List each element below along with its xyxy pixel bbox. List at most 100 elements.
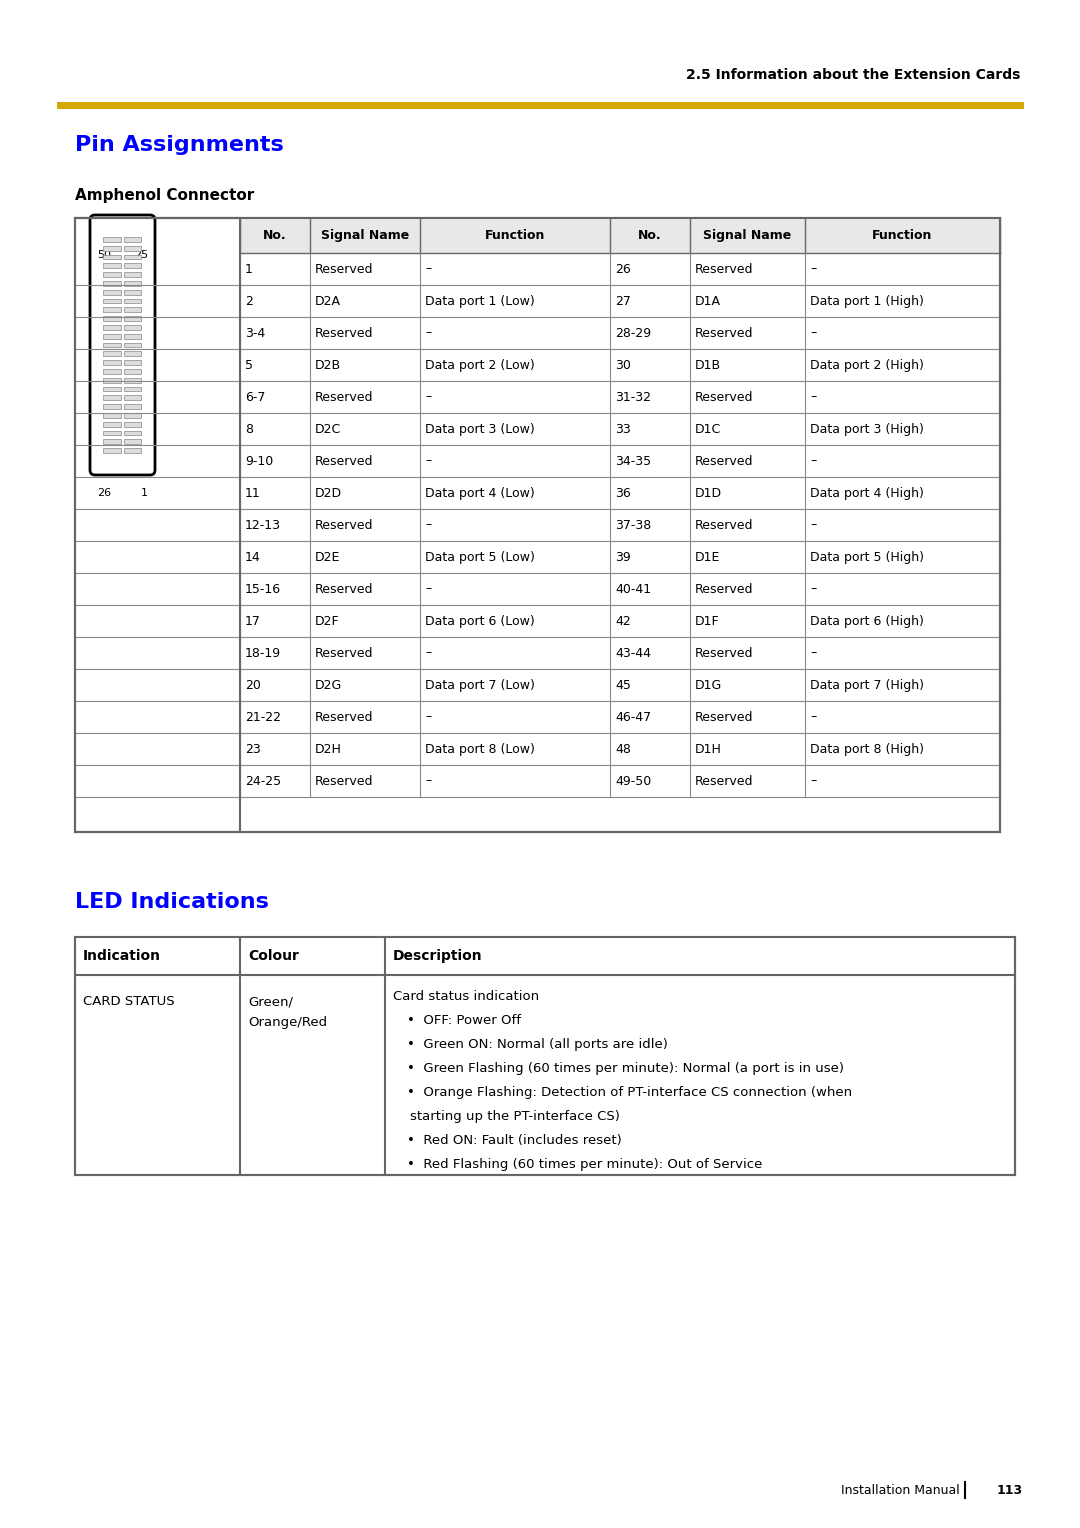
Text: Description: Description — [393, 949, 483, 963]
Bar — [123, 440, 141, 445]
Text: Reserved: Reserved — [696, 518, 754, 532]
Bar — [103, 246, 121, 251]
Bar — [123, 387, 141, 391]
Bar — [103, 377, 121, 382]
Text: 14: 14 — [245, 550, 260, 564]
Text: D2A: D2A — [315, 295, 341, 307]
Text: Reserved: Reserved — [315, 518, 374, 532]
Text: D2B: D2B — [315, 359, 341, 371]
Bar — [103, 368, 121, 374]
Text: LED Indications: LED Indications — [75, 892, 269, 912]
Text: 20: 20 — [245, 678, 261, 692]
Text: 17: 17 — [245, 614, 261, 628]
Text: –: – — [426, 518, 431, 532]
Text: 5: 5 — [245, 359, 253, 371]
Text: D2D: D2D — [315, 486, 342, 500]
Text: 42: 42 — [615, 614, 631, 628]
Text: 36: 36 — [615, 486, 631, 500]
Text: Data port 5 (High): Data port 5 (High) — [810, 550, 924, 564]
Text: –: – — [426, 582, 431, 596]
Text: 43-44: 43-44 — [615, 646, 651, 660]
Text: 48: 48 — [615, 743, 631, 755]
Bar — [103, 413, 121, 417]
Text: Reserved: Reserved — [315, 454, 374, 468]
Text: Reserved: Reserved — [315, 775, 374, 787]
Text: –: – — [810, 454, 816, 468]
Bar — [123, 422, 141, 426]
Text: D1C: D1C — [696, 423, 721, 435]
Text: Signal Name: Signal Name — [703, 229, 792, 241]
Text: –: – — [810, 327, 816, 339]
Text: 23: 23 — [245, 743, 260, 755]
Text: Data port 2 (Low): Data port 2 (Low) — [426, 359, 535, 371]
Text: 11: 11 — [245, 486, 260, 500]
Text: –: – — [810, 518, 816, 532]
Text: 25: 25 — [134, 251, 148, 260]
Bar — [123, 246, 141, 251]
Text: Pin Assignments: Pin Assignments — [75, 134, 284, 154]
Bar — [123, 405, 141, 410]
Text: –: – — [810, 711, 816, 723]
Bar — [103, 405, 121, 410]
Text: 31-32: 31-32 — [615, 391, 651, 403]
Bar — [123, 263, 141, 269]
Text: Function: Function — [873, 229, 933, 241]
Text: No.: No. — [264, 229, 287, 241]
Text: Reserved: Reserved — [696, 582, 754, 596]
Text: Data port 6 (Low): Data port 6 (Low) — [426, 614, 535, 628]
Text: D1B: D1B — [696, 359, 721, 371]
Bar — [123, 272, 141, 277]
Text: Data port 7 (High): Data port 7 (High) — [810, 678, 924, 692]
Text: Reserved: Reserved — [315, 711, 374, 723]
Bar — [103, 333, 121, 339]
Bar — [103, 255, 121, 260]
Text: Data port 8 (Low): Data port 8 (Low) — [426, 743, 535, 755]
Text: 39: 39 — [615, 550, 631, 564]
Text: Reserved: Reserved — [696, 711, 754, 723]
Bar — [123, 290, 141, 295]
Text: –: – — [426, 327, 431, 339]
Text: •  Green Flashing (60 times per minute): Normal (a port is in use): • Green Flashing (60 times per minute): … — [407, 1062, 843, 1076]
Bar — [103, 298, 121, 304]
Bar — [123, 396, 141, 400]
Text: 26: 26 — [615, 263, 631, 275]
Text: 9-10: 9-10 — [245, 454, 273, 468]
Bar — [103, 237, 121, 241]
Text: 30: 30 — [615, 359, 631, 371]
Text: 18-19: 18-19 — [245, 646, 281, 660]
Text: 21-22: 21-22 — [245, 711, 281, 723]
Bar — [103, 396, 121, 400]
Text: 8: 8 — [245, 423, 253, 435]
Text: 2: 2 — [245, 295, 253, 307]
Text: D1F: D1F — [696, 614, 719, 628]
Text: Amphenol Connector: Amphenol Connector — [75, 188, 254, 203]
Text: D1D: D1D — [696, 486, 723, 500]
Bar — [103, 351, 121, 356]
Text: 37-38: 37-38 — [615, 518, 651, 532]
Text: –: – — [426, 646, 431, 660]
Text: Reserved: Reserved — [315, 391, 374, 403]
Text: 33: 33 — [615, 423, 631, 435]
Text: Colour: Colour — [248, 949, 299, 963]
Text: Reserved: Reserved — [696, 646, 754, 660]
Text: 27: 27 — [615, 295, 631, 307]
Bar — [123, 431, 141, 435]
Text: Data port 3 (High): Data port 3 (High) — [810, 423, 923, 435]
Text: Data port 8 (High): Data port 8 (High) — [810, 743, 924, 755]
Text: D1E: D1E — [696, 550, 720, 564]
Bar — [103, 387, 121, 391]
Text: D2F: D2F — [315, 614, 339, 628]
Bar — [240, 219, 1000, 254]
Text: –: – — [810, 646, 816, 660]
Text: 2.5 Information about the Extension Cards: 2.5 Information about the Extension Card… — [686, 69, 1020, 83]
Text: •  Orange Flashing: Detection of PT-interface CS connection (when: • Orange Flashing: Detection of PT-inter… — [407, 1086, 852, 1099]
Text: Signal Name: Signal Name — [321, 229, 409, 241]
Bar — [103, 440, 121, 445]
FancyBboxPatch shape — [90, 215, 156, 475]
Text: 45: 45 — [615, 678, 631, 692]
Text: 12-13: 12-13 — [245, 518, 281, 532]
Text: Indication: Indication — [83, 949, 161, 963]
Text: Reserved: Reserved — [696, 391, 754, 403]
Bar — [103, 422, 121, 426]
Text: –: – — [426, 775, 431, 787]
